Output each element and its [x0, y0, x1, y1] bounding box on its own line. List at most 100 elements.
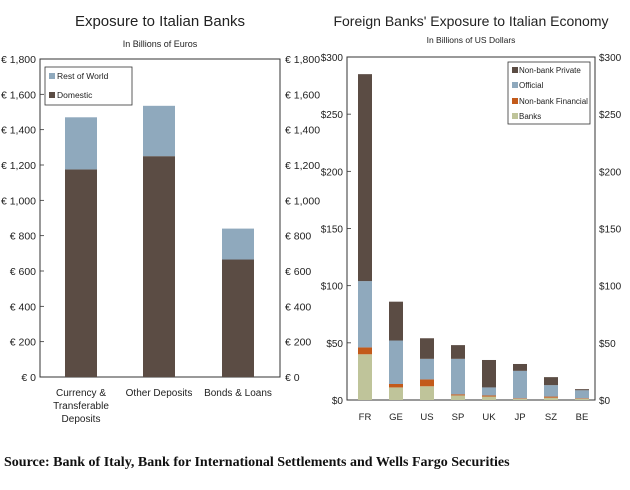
legend-swatch-banks	[512, 113, 518, 119]
right-y-tick-label-right: $0	[599, 396, 611, 407]
right-x-tick-label: BE	[576, 412, 589, 423]
bar-non-bank-financial-jp	[513, 398, 527, 399]
bar-non-bank-private-ge	[389, 301, 403, 341]
legend-label-rest-of-world: Rest of World	[57, 71, 109, 81]
left-x-tick-label: Bonds & Loans	[204, 388, 272, 399]
legend-swatch-non-bank-financial	[512, 98, 518, 104]
bar-banks-uk	[482, 396, 496, 400]
bar-non-bank-financial-sp	[451, 394, 465, 396]
legend-swatch-rest-of-world	[49, 73, 55, 79]
left-x-tick-label: Currency &	[56, 388, 106, 399]
right-y-tick-label-right: $300	[599, 53, 622, 64]
bar-official-uk	[482, 387, 496, 396]
left-y-tick-label: € 0	[21, 372, 36, 384]
right-y-tick-label: $300	[321, 53, 344, 64]
bar-non-bank-financial-uk	[482, 395, 496, 397]
bar-official-sp	[451, 358, 465, 395]
right-chart-title: Foreign Banks' Exposure to Italian Econo…	[333, 13, 608, 29]
left-y-tick-label: € 1,800	[1, 54, 36, 66]
left-y-tick-label: € 400	[10, 301, 36, 313]
left-y-tick-label: € 1,400	[1, 125, 36, 137]
right-legend: Non-bank Private Official Non-bank Finan…	[507, 61, 591, 125]
left-y-tick-label: € 1,000	[1, 195, 36, 207]
bar-non-bank-private-fr	[358, 74, 372, 282]
left-y-tick-label-right: € 1,000	[285, 195, 320, 207]
bar-non-bank-private-uk	[482, 359, 496, 388]
left-y-tick-label-right: € 800	[285, 231, 311, 243]
left-x-axis-labels: Currency & Transferable Deposits Other Depo…	[53, 388, 272, 425]
right-x-tick-label: FR	[359, 412, 372, 423]
left-legend-box	[44, 66, 133, 106]
bar-rest-of-world-3	[222, 228, 254, 260]
bar-official-fr	[358, 281, 372, 348]
right-chart-subtitle: In Billions of US Dollars	[427, 35, 516, 45]
bar-non-bank-financial-fr	[358, 347, 372, 355]
right-y-tick-label-right: $200	[599, 167, 622, 178]
bar-banks-us	[420, 386, 434, 400]
right-y-tick-label-right: $50	[599, 339, 616, 350]
left-y-tick-label-right: € 1,600	[285, 89, 320, 101]
bar-non-bank-private-sp	[451, 345, 465, 359]
bar-official-jp	[513, 370, 527, 399]
bar-non-bank-private-jp	[513, 363, 527, 371]
bar-rest-of-world-2	[143, 105, 175, 157]
right-x-tick-label: US	[420, 412, 433, 423]
bar-non-bank-financial-be	[575, 398, 589, 399]
legend-swatch-official	[512, 82, 518, 88]
bar-non-bank-financial-us	[420, 379, 434, 387]
bar-banks-sz	[544, 397, 558, 400]
right-y-axis-labels: $0 $50 $100 $150 $200 $250 $300	[321, 53, 351, 407]
right-x-tick-label: SZ	[545, 412, 557, 423]
left-y-axis-labels-right: € 0 € 200 € 400 € 600 € 800 € 1,000 € 1,200 € 1…	[285, 54, 320, 384]
left-y-tick-label: € 1,600	[1, 89, 36, 101]
source-note: Source: Bank of Italy, Bank for Internat…	[4, 455, 510, 470]
bar-rest-of-world-1	[65, 117, 97, 170]
bar-official-sz	[544, 385, 558, 397]
bar-non-bank-private-us	[420, 338, 434, 359]
right-y-tick-label: $50	[326, 339, 343, 350]
chart-left: Exposure to Italian Banks In Billions of…	[1, 13, 320, 425]
legend-label-banks: Banks	[519, 112, 541, 121]
left-x-tick-label: Deposits	[62, 414, 101, 425]
bar-domestic-3	[222, 259, 254, 377]
left-y-tick-label-right: € 600	[285, 266, 311, 278]
legend-label-non-bank-private: Non-bank Private	[519, 66, 581, 75]
left-y-axis-labels: € 0 € 200 € 400 € 600 € 800 € 1,000 € 1,200 € 1…	[1, 54, 44, 384]
left-y-tick-label-right: € 200	[285, 337, 311, 349]
left-y-tick-label-right: € 1,800	[285, 54, 320, 66]
left-y-tick-label: € 1,200	[1, 160, 36, 172]
right-y-tick-label-right: $150	[599, 225, 622, 236]
left-chart-subtitle: In Billions of Euros	[123, 39, 198, 49]
left-x-tick-label: Other Deposits	[126, 388, 193, 399]
legend-label-official: Official	[519, 81, 544, 90]
left-y-tick-label-right: € 1,400	[285, 125, 320, 137]
chart-right: Foreign Banks' Exposure to Italian Econo…	[321, 13, 622, 423]
right-x-tick-label: JP	[514, 412, 525, 423]
bar-banks-ge	[389, 387, 403, 400]
bar-domestic-1	[65, 169, 97, 377]
right-y-tick-label: $250	[321, 110, 344, 121]
bar-non-bank-private-sz	[544, 377, 558, 386]
bar-non-bank-private-be	[575, 389, 589, 391]
right-x-tick-label: SP	[452, 412, 465, 423]
right-x-tick-label: GE	[389, 412, 403, 423]
left-legend: Rest of World Domestic	[44, 66, 133, 106]
bar-banks-sp	[451, 395, 465, 400]
left-y-tick-label: € 200	[10, 337, 36, 349]
left-y-tick-label-right: € 1,200	[285, 160, 320, 172]
right-legend-box	[507, 61, 591, 125]
legend-label-non-bank-financial: Non-bank Financial	[519, 97, 588, 106]
bar-official-us	[420, 358, 434, 380]
legend-label-domestic: Domestic	[57, 90, 93, 100]
right-x-axis-labels: FR GE US SP UK JP SZ BE	[359, 412, 589, 423]
left-bars	[65, 105, 254, 377]
bar-banks-fr	[358, 354, 372, 400]
bar-non-bank-financial-ge	[389, 383, 403, 388]
left-x-tick-label: Transferable	[53, 401, 109, 412]
left-y-tick-label: € 800	[10, 231, 36, 243]
right-bars	[358, 74, 589, 400]
right-x-tick-label: UK	[482, 412, 496, 423]
left-y-tick-label-right: € 400	[285, 301, 311, 313]
right-y-tick-label: $100	[321, 282, 344, 293]
